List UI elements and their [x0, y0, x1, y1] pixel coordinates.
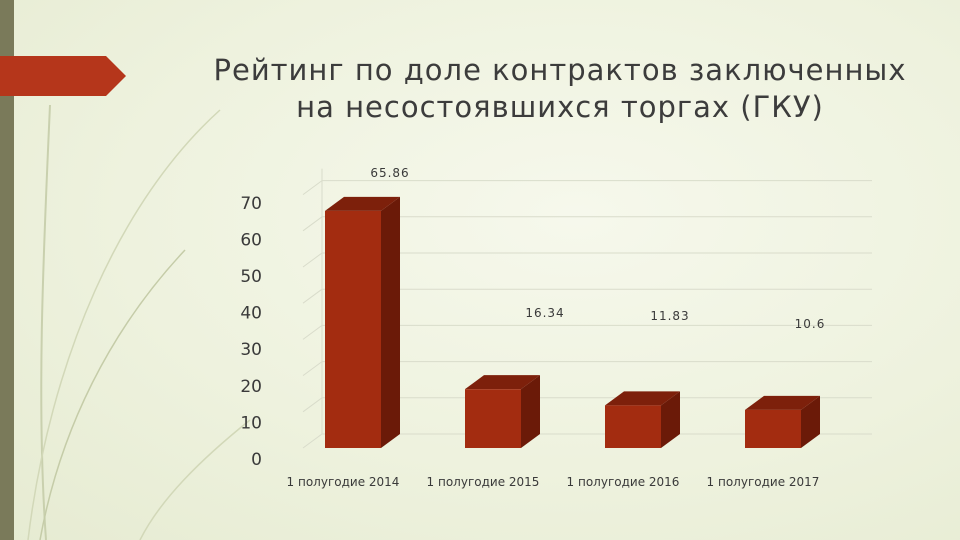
bar-side: [381, 196, 400, 448]
y-tick-label: 70: [240, 194, 262, 214]
bar: [325, 210, 381, 448]
bar-side: [521, 375, 540, 448]
y-tick-label: 30: [240, 340, 262, 360]
gridline-side: [302, 324, 323, 340]
bar: [745, 409, 801, 448]
gridline-side: [302, 397, 323, 413]
y-tick-label: 50: [240, 267, 262, 287]
gridline-side: [302, 433, 323, 449]
x-tick-label: 1 полугодие 2014: [287, 475, 400, 489]
gridline-side: [302, 180, 323, 196]
y-tick-label: 0: [251, 450, 262, 470]
bar-side: [801, 395, 820, 448]
data-label: 10.6: [795, 317, 826, 331]
y-tick-label: 10: [240, 413, 262, 433]
gridline-side: [302, 216, 323, 232]
title-line-1: Рейтинг по доле контрактов заключенных: [213, 53, 907, 87]
data-label: 16.34: [525, 306, 564, 320]
y-tick-label: 60: [240, 230, 262, 250]
bar: [465, 389, 521, 448]
x-tick-label: 1 полугодие 2017: [707, 475, 820, 489]
y-tick-label: 20: [240, 377, 262, 397]
bar-top: [745, 395, 820, 410]
gridline-side: [302, 361, 323, 377]
x-tick-label: 1 полугодие 2015: [427, 475, 540, 489]
title-line-2: на несостоявшихся торгах (ГКУ): [296, 90, 824, 124]
accent-arrow-tab: [0, 56, 126, 96]
bar-top: [325, 196, 400, 211]
left-accent-bar: [0, 0, 14, 540]
y-tick-label: 40: [240, 304, 262, 324]
gridline-side: [302, 288, 323, 304]
data-label: 11.83: [650, 309, 689, 323]
decorative-curves: [27, 104, 251, 540]
bar-side: [661, 391, 680, 448]
bar: [605, 405, 661, 448]
bar-top: [465, 375, 540, 390]
gridline-side: [302, 252, 323, 268]
chart-title: Рейтинг по доле контрактов заключенных н…: [200, 52, 920, 126]
bar-top: [605, 391, 680, 406]
data-label: 65.86: [370, 166, 409, 180]
x-tick-label: 1 полугодие 2016: [567, 475, 680, 489]
